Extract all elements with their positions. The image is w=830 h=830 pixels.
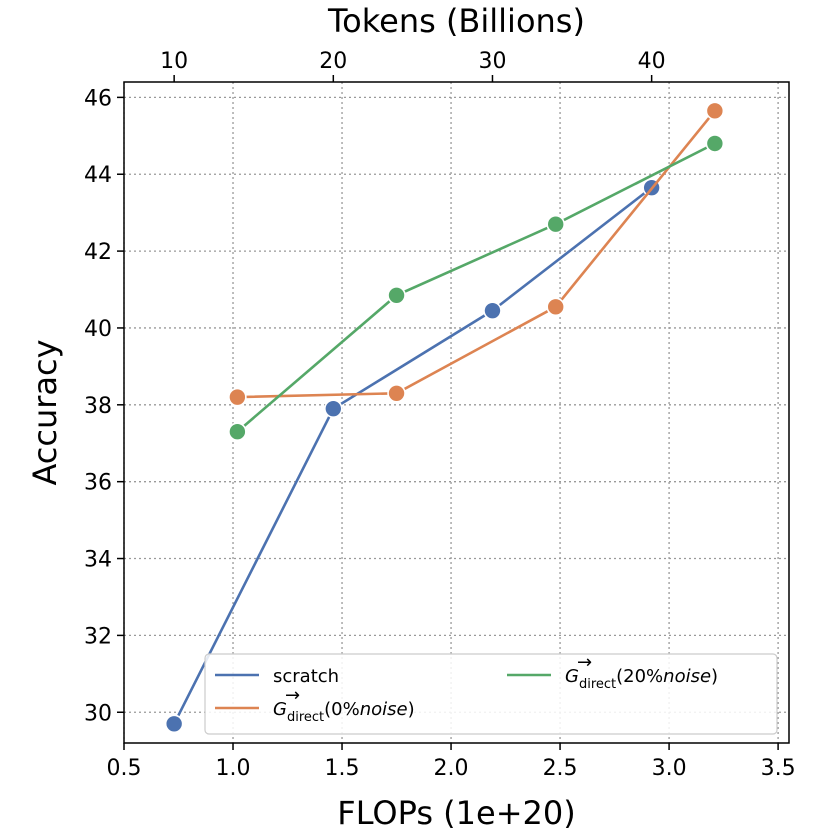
legend-label: scratch: [273, 666, 339, 687]
y-tick-label: 34: [84, 548, 112, 573]
top-x-tick-label: 30: [478, 49, 506, 74]
data-point: [228, 387, 247, 407]
data-point: [387, 383, 406, 403]
legend-entry: Gdirect(0%noise)→: [215, 685, 415, 725]
data-point: [483, 301, 502, 320]
x-tick-label: 2.5: [543, 756, 578, 781]
series-2: [228, 134, 725, 442]
x-tick-label: 3.0: [652, 756, 687, 781]
data-point: [705, 134, 725, 153]
top-x-tick-label: 20: [319, 49, 347, 74]
legend-entry: scratch: [215, 666, 339, 687]
y-tick-label: 46: [84, 86, 112, 111]
y-tick-label: 36: [84, 471, 112, 496]
data-point: [387, 285, 406, 305]
legend-label: Gdirect(20%noise): [565, 666, 718, 692]
plot-frame: [123, 81, 790, 744]
axis-ticks: 0.5 1.0 1.5 2.0 2.5 3.0 3.5 30 32 34 36 38 40 42 44 46 1…: [84, 49, 796, 781]
series-line: [172, 186, 653, 725]
arrow-icon: →: [285, 685, 300, 706]
data-point: [164, 714, 184, 734]
x-axis-title: FLOPs (1e+20): [337, 794, 575, 830]
y-tick-label: 32: [84, 624, 112, 649]
y-tick-label: 38: [84, 394, 112, 419]
data-point: [324, 399, 343, 418]
data-point: [705, 101, 725, 121]
grid: [123, 82, 789, 743]
x-tick-label: 2.0: [434, 756, 469, 781]
x-tick-label: 1.0: [216, 756, 251, 781]
x-tick-label: 1.5: [325, 756, 360, 781]
legend: scratchGdirect(0%noise)→Gdirect(20%noise…: [204, 652, 778, 735]
y-tick-label: 44: [84, 163, 112, 188]
series-line: [236, 142, 716, 433]
y-tick-label: 42: [84, 240, 112, 265]
top-x-tick-label: 40: [638, 49, 666, 74]
series-line: [237, 110, 716, 399]
data-point: [546, 214, 566, 234]
series-layer: [164, 101, 725, 734]
y-axis-title: Accuracy: [26, 339, 64, 485]
y-tick-label: 40: [84, 317, 112, 342]
legend-box: [204, 653, 778, 735]
legend-label: Gdirect(0%noise): [273, 699, 415, 725]
legend-entry: Gdirect(20%noise)→: [507, 652, 718, 692]
top-x-axis-title: Tokens (Billions): [327, 2, 585, 40]
x-tick-label: 0.5: [107, 756, 142, 781]
arrow-icon: →: [577, 652, 592, 673]
series-0: [164, 178, 661, 734]
top-x-tick-label: 10: [160, 49, 188, 74]
x-tick-label: 3.5: [761, 756, 796, 781]
data-point: [546, 297, 566, 317]
y-tick-label: 30: [84, 701, 112, 726]
data-point: [228, 422, 247, 442]
series-1: [228, 101, 725, 407]
